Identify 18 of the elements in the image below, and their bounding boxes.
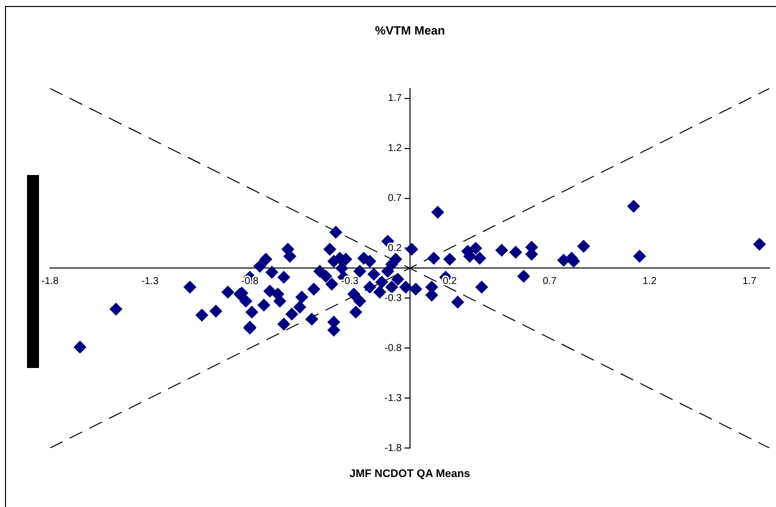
x-tick-label: -0.8: [241, 276, 259, 287]
y-tick-label: 1.7: [388, 93, 402, 104]
x-tick-label: 1.7: [742, 276, 757, 287]
y-tick-label: 1.2: [388, 143, 402, 154]
y-tick-label: -0.8: [384, 342, 402, 354]
y-tick-label: 0.2: [388, 242, 402, 254]
x-tick-label: 0.7: [542, 276, 558, 287]
x-tick-label: -1.3: [141, 276, 159, 287]
y-tick-label: -1.3: [384, 392, 402, 404]
y-tick-label: -0.3: [384, 292, 402, 304]
y-tick-label: 0.7: [388, 193, 402, 204]
x-tick-label: -0.3: [341, 276, 359, 287]
x-tick-label: 0.2: [442, 276, 458, 287]
x-tick-label: 1.2: [642, 276, 657, 287]
x-tick-label: -1.8: [41, 276, 60, 287]
x-axis-title: JMF NCDOT QA Means: [349, 468, 470, 480]
y-tick-label: -1.8: [384, 442, 402, 454]
chart-title: %VTM Mean: [374, 24, 446, 38]
